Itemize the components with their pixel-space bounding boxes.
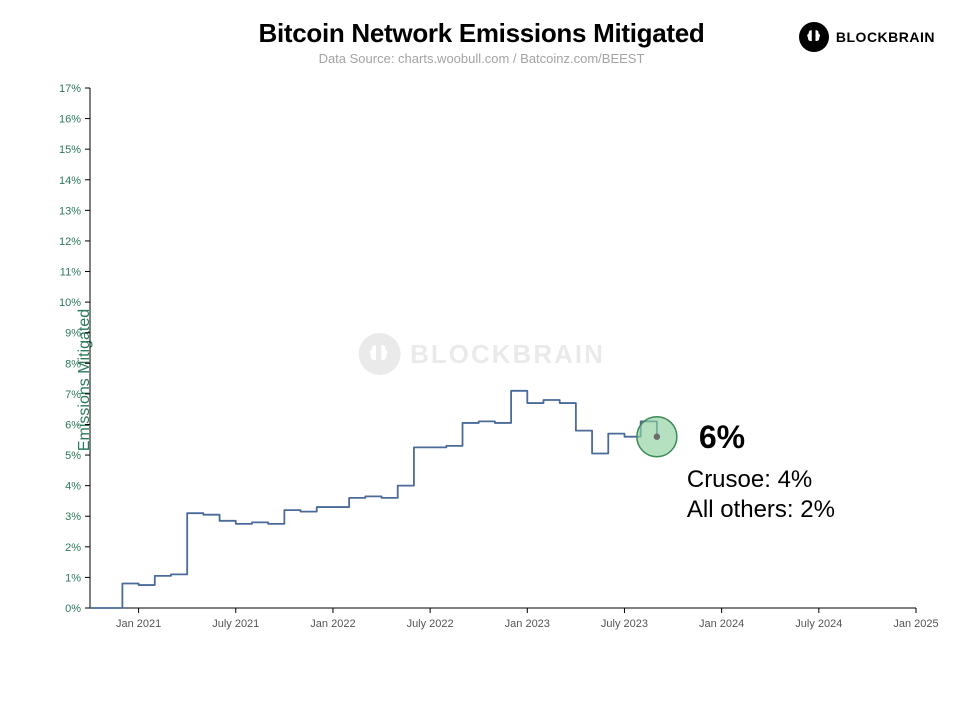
svg-text:8%: 8% bbox=[65, 358, 81, 370]
svg-text:Jan 2024: Jan 2024 bbox=[699, 618, 744, 630]
svg-text:5%: 5% bbox=[65, 450, 81, 462]
svg-text:10%: 10% bbox=[59, 297, 81, 309]
svg-text:2%: 2% bbox=[65, 542, 81, 554]
svg-text:3%: 3% bbox=[65, 511, 81, 523]
chart-subtitle: Data Source: charts.woobull.com / Batcoi… bbox=[0, 51, 963, 66]
callout-line2: All others: 2% bbox=[687, 495, 835, 525]
brand-logo: BLOCKBRAIN bbox=[799, 22, 935, 52]
callout-main: 6% bbox=[699, 419, 745, 456]
svg-text:1%: 1% bbox=[65, 572, 81, 584]
svg-text:6%: 6% bbox=[65, 419, 81, 431]
brand-text: BLOCKBRAIN bbox=[836, 29, 935, 45]
callout-sub: Crusoe: 4% All others: 2% bbox=[687, 465, 835, 525]
svg-text:Jan 2021: Jan 2021 bbox=[116, 618, 161, 630]
svg-text:0%: 0% bbox=[65, 603, 81, 615]
chart-area: Emissions Mitigated 0%1%2%3%4%5%6%7%8%9%… bbox=[28, 80, 938, 680]
svg-text:12%: 12% bbox=[59, 236, 81, 248]
svg-text:9%: 9% bbox=[65, 328, 81, 340]
svg-text:4%: 4% bbox=[65, 481, 81, 493]
svg-text:7%: 7% bbox=[65, 389, 81, 401]
svg-text:15%: 15% bbox=[59, 144, 81, 156]
svg-text:13%: 13% bbox=[59, 205, 81, 217]
svg-text:17%: 17% bbox=[59, 83, 81, 95]
callout-line1: Crusoe: 4% bbox=[687, 465, 835, 495]
brain-icon bbox=[799, 22, 829, 52]
svg-text:14%: 14% bbox=[59, 175, 81, 187]
svg-text:Jan 2023: Jan 2023 bbox=[505, 618, 550, 630]
svg-text:July 2022: July 2022 bbox=[407, 618, 454, 630]
svg-text:16%: 16% bbox=[59, 114, 81, 126]
svg-text:Jan 2025: Jan 2025 bbox=[893, 618, 938, 630]
svg-text:Jan 2022: Jan 2022 bbox=[310, 618, 355, 630]
svg-text:July 2021: July 2021 bbox=[212, 618, 259, 630]
svg-text:July 2024: July 2024 bbox=[795, 618, 842, 630]
svg-text:July 2023: July 2023 bbox=[601, 618, 648, 630]
plot-svg: 0%1%2%3%4%5%6%7%8%9%10%11%12%13%14%15%16… bbox=[80, 80, 928, 640]
plot: 0%1%2%3%4%5%6%7%8%9%10%11%12%13%14%15%16… bbox=[80, 80, 928, 640]
svg-text:11%: 11% bbox=[60, 267, 81, 279]
